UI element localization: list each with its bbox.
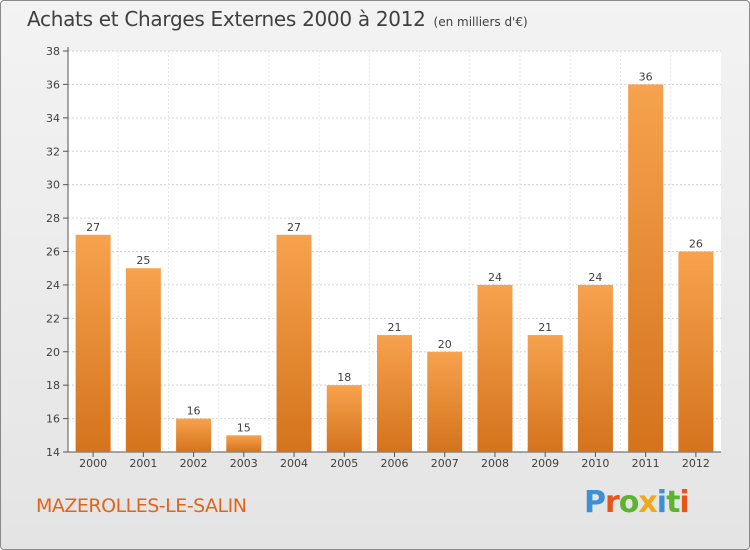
bar-value-label: 15 [237,421,251,434]
y-tick-label: 30 [46,179,60,192]
y-tick-label: 20 [46,346,60,359]
bar [276,234,312,452]
bar-value-label: 27 [287,221,301,234]
bar-value-label: 24 [488,271,502,284]
x-tick-label: 2010 [581,457,609,470]
x-tick-label: 2001 [129,457,157,470]
y-tick-label: 16 [46,413,60,426]
x-tick-label: 2011 [632,457,660,470]
location-name: MAZEROLLES-LE-SALIN [36,495,247,517]
bar-value-label: 21 [538,321,552,334]
bar-value-label: 36 [639,70,653,83]
y-tick-label: 18 [46,379,60,392]
x-tick-label: 2012 [682,457,710,470]
y-tick-label: 26 [46,246,60,259]
bar-value-label: 26 [689,238,703,251]
y-tick-label: 24 [46,279,60,292]
x-tick-label: 2006 [381,457,409,470]
x-tick-label: 2003 [230,457,258,470]
bar [176,418,212,452]
bar [678,251,714,452]
logo-letter: i [679,485,689,520]
bar-value-label: 27 [86,221,100,234]
bar [226,435,262,452]
y-tick-label: 38 [46,45,60,58]
bar [477,284,513,452]
logo-letter: o [618,485,640,520]
bar-value-label: 16 [187,405,201,418]
bar-value-label: 21 [388,321,402,334]
chart-title-text: Achats et Charges Externes 2000 à 2012 [27,7,426,31]
bar-value-label: 20 [438,338,452,351]
bar [75,234,111,452]
x-tick-label: 2000 [79,457,107,470]
bar [326,385,362,452]
x-tick-label: 2008 [481,457,509,470]
bar-value-label: 18 [337,371,351,384]
bar [377,335,412,452]
logo-letter: P [584,485,606,520]
proxiti-logo: Proxiti [584,485,690,520]
y-tick-label: 22 [46,312,60,325]
chart-title: Achats et Charges Externes 2000 à 2012 (e… [27,7,528,31]
bar [125,268,161,452]
bar-chart: 14 16 18 20 22 24 26 28 30 32 34 36 38 27 2000 25 2001 16… [46,45,721,470]
x-tick-label: 2007 [431,457,459,470]
bar-value-label: 25 [136,254,150,267]
chart-subtitle: (en milliers d'€) [433,15,528,29]
y-tick-label: 34 [46,112,60,125]
logo-letter: r [605,485,620,520]
x-tick-label: 2002 [180,457,208,470]
y-tick-label: 14 [46,446,60,459]
x-tick-label: 2005 [330,457,358,470]
bar [577,284,613,452]
logo-letter: x [638,485,657,520]
y-tick-label: 36 [46,78,60,91]
x-tick-label: 2009 [531,457,559,470]
x-tick-label: 2004 [280,457,308,470]
y-tick-label: 28 [46,212,60,225]
bar-value-label: 24 [588,271,602,284]
bar [628,84,664,453]
y-tick-label: 32 [46,145,60,158]
logo-letter: i [656,485,667,520]
bar [427,351,463,452]
logo-letter: t [666,485,680,520]
bar [527,335,563,452]
